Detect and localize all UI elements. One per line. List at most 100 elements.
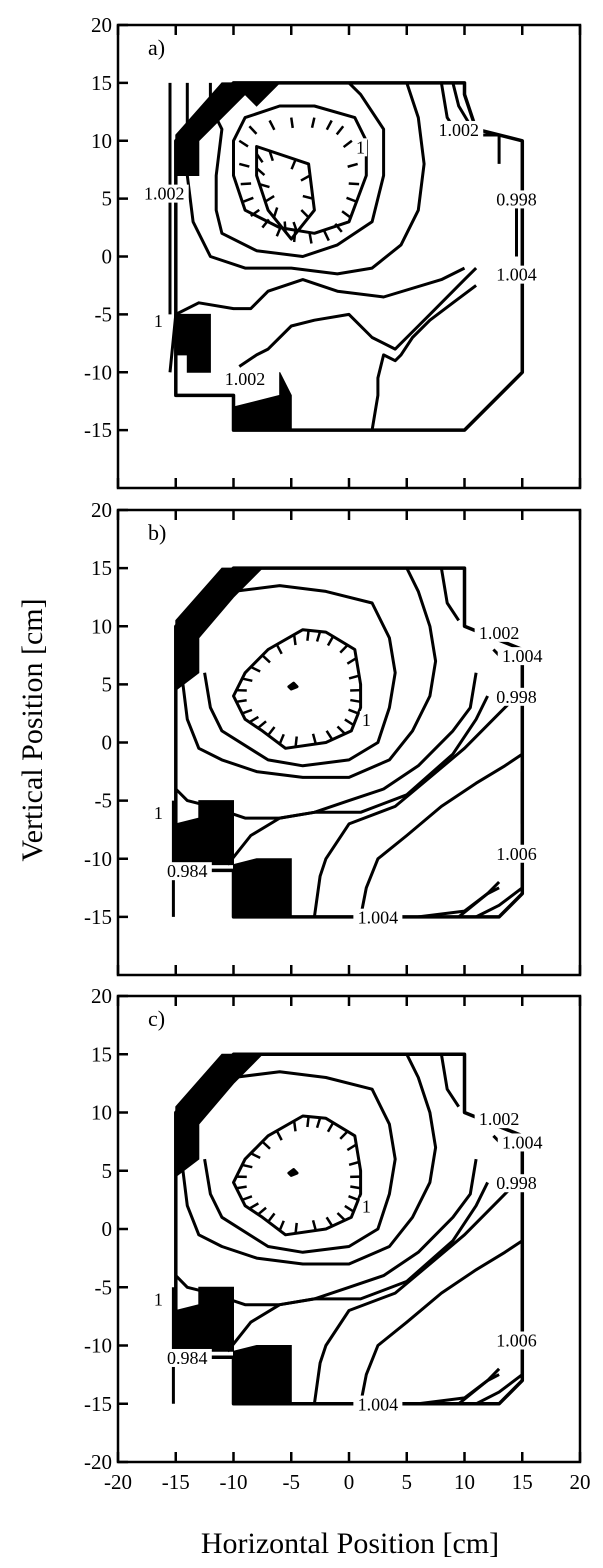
domain-outline (174, 1052, 525, 1406)
contour-cluster (233, 858, 292, 918)
contour-cluster (175, 313, 211, 373)
x-tick-label: -15 (162, 1470, 190, 1494)
contour-label-bg (139, 184, 189, 203)
contour-line (180, 567, 438, 779)
y-tick-label: 5 (102, 672, 113, 696)
depression-hachure (300, 209, 310, 219)
contour-label-bg (359, 1197, 373, 1216)
y-tick-label: 10 (91, 614, 112, 638)
contour-cluster (233, 1345, 292, 1405)
depression-hachure (238, 139, 249, 148)
depression-hachure (294, 736, 298, 747)
depression-hachure (241, 1195, 253, 1202)
contour-label-bg (162, 862, 212, 881)
contour-line (180, 1053, 438, 1266)
contour-label-bg (151, 804, 165, 823)
depression-hachure (336, 1212, 346, 1222)
contour-label-bg (474, 1110, 524, 1129)
contour-label: 1 (154, 311, 163, 331)
contour-label-bg (353, 1395, 403, 1414)
contour-label-bg (353, 908, 403, 927)
depression-hachure (255, 153, 264, 164)
x-tick-label: -10 (220, 1470, 248, 1494)
depression-hachure (250, 1152, 261, 1159)
depression-hachure (350, 1185, 361, 1190)
depression-hachure (306, 1116, 310, 1128)
y-tick-label: -10 (84, 1334, 112, 1358)
depression-hachure (326, 1122, 335, 1133)
contour-label: 1.002 (438, 120, 479, 140)
depression-hachure (323, 230, 330, 242)
contour-line (255, 145, 316, 241)
depression-hachure (325, 119, 333, 131)
x-tick-label: 10 (454, 1470, 475, 1494)
contour-cluster (175, 1053, 264, 1178)
depression-hachure (348, 182, 360, 186)
depression-hachure (350, 698, 361, 704)
panel-2: 20 15 10 5 0 -5 -10 -15 1.002 1.004 0.998 1 1 0.984 1.… (84, 498, 582, 977)
contour-label-bg (491, 190, 541, 209)
depression-hachure (335, 125, 345, 136)
depression-hachure (325, 1216, 334, 1227)
x-tick-label: 0 (344, 1470, 355, 1494)
contour-cluster (233, 372, 292, 431)
contour-label: 1.004 (358, 908, 399, 928)
y-tick-label: 15 (91, 556, 112, 580)
depression-hachure (292, 221, 299, 233)
depression-hachure (268, 150, 274, 162)
panel-label: a) (148, 35, 165, 60)
y-tick-label: -5 (95, 1275, 113, 1299)
contour-label: 1 (154, 1290, 163, 1310)
depression-hachure (336, 725, 346, 735)
y-tick-label: 15 (91, 71, 112, 95)
depression-hachure (236, 698, 247, 704)
depression-hachure (275, 1130, 283, 1141)
depression-hachure (278, 1220, 285, 1231)
depression-hachure (275, 226, 282, 237)
depression-hachure (250, 665, 261, 673)
contour-label: 1.002 (144, 184, 185, 204)
contour-line (287, 1168, 299, 1177)
depression-hachure (342, 139, 353, 149)
y-tick-label: 5 (102, 187, 113, 211)
y-tick-label: -5 (95, 302, 113, 326)
depression-hachure (248, 715, 260, 724)
depression-hachure (325, 730, 334, 741)
depression-hachure (315, 1117, 322, 1129)
y-tick-label: 10 (91, 1101, 112, 1125)
depression-hachure (346, 196, 357, 203)
contour-label: 1.006 (496, 1331, 537, 1351)
depression-hachure (346, 1143, 357, 1152)
y-tick-label: 15 (91, 1042, 112, 1066)
x-tick-label: -20 (104, 1470, 132, 1494)
contour-line (370, 284, 477, 431)
depression-hachure (250, 208, 260, 217)
contour-cluster (175, 567, 264, 692)
depression-hachure (292, 1120, 297, 1132)
contour-label-bg (491, 844, 541, 863)
depression-hachure (248, 1202, 260, 1210)
depression-hachure (348, 1194, 359, 1202)
contour-label-bg (497, 1133, 547, 1152)
depression-hachure (311, 1220, 318, 1231)
y-tick-label: 20 (91, 13, 112, 37)
panel-1: 20 15 10 5 0 -5 -10 -15 1.002 1 1.002 0.998 1.004 1 1.… (84, 13, 582, 490)
depression-hachure (308, 233, 313, 244)
x-tick-label: 15 (512, 1470, 533, 1494)
depression-hachure (290, 117, 294, 129)
depression-hachure (240, 182, 252, 186)
contour-line (312, 1187, 512, 1405)
domain-outline (174, 566, 525, 919)
contour-label: 1 (154, 803, 163, 823)
contour-label: 1 (356, 137, 365, 157)
y-tick-label: 10 (91, 129, 112, 153)
contour-label-bg (497, 647, 547, 666)
depression-hachure (267, 1212, 276, 1223)
contour-line (168, 266, 466, 373)
depression-hachure (268, 119, 276, 131)
y-tick-label: -15 (84, 905, 112, 929)
y-tick-label: -5 (95, 789, 113, 813)
depression-hachure (261, 654, 271, 664)
depression-hachure (292, 634, 297, 646)
